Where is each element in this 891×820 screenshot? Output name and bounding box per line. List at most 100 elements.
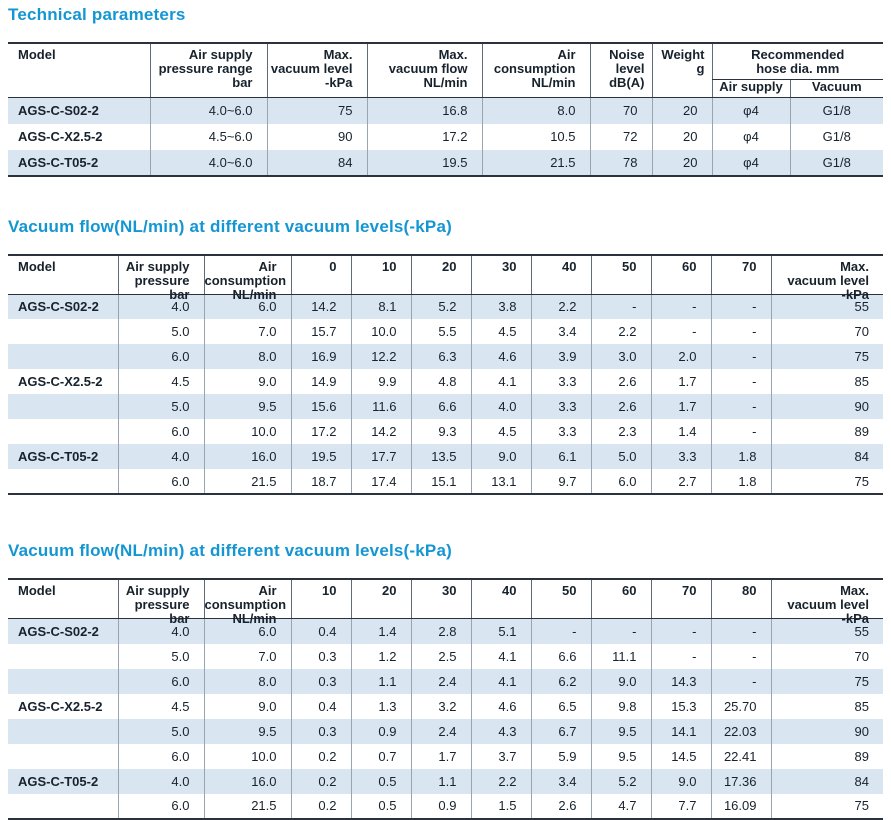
flow-value-cell: 5.9 bbox=[530, 743, 591, 769]
air-consumption-cell: 10.0 bbox=[203, 743, 291, 769]
flow-value-cell: 1.4 bbox=[650, 419, 711, 444]
air-supply-pressure-cell: 6.0 bbox=[117, 419, 204, 444]
air-supply-pressure-cell: 6.0 bbox=[117, 469, 204, 494]
col-header-level-40: 40 bbox=[470, 579, 531, 619]
table-row: AGS-C-S02-2 4.0 6.0 14.2 8.1 5.2 3.8 2.2- - -55 bbox=[8, 294, 883, 319]
flow-value-cell: 3.4 bbox=[530, 319, 591, 344]
flow-value-cell: 6.7 bbox=[530, 718, 591, 744]
air-supply-pressure-cell: 4.0 bbox=[117, 444, 204, 469]
air-supply-pressure-cell: 5.0 bbox=[117, 718, 204, 744]
flow-value-cell: - bbox=[710, 319, 771, 344]
air-consumption-cell: 16.0 bbox=[203, 444, 291, 469]
pressure-range-cell: 4.5~6.0 bbox=[149, 123, 267, 150]
max-vacuum-level-cell: 84 bbox=[266, 149, 367, 176]
flow-value-cell: 7.7 bbox=[650, 793, 711, 819]
flow-value-cell: 4.0 bbox=[470, 394, 531, 419]
col-header-air-consumption: Air consumption NL/min bbox=[481, 43, 590, 98]
max-vacuum-level-cell: 90 bbox=[266, 123, 367, 150]
flow-value-cell: 19.5 bbox=[290, 444, 351, 469]
col-header-level-10: 10 bbox=[290, 579, 351, 619]
col-header-max-vacuum-level: Max. vacuum level -kPa bbox=[266, 43, 367, 98]
flow-value-cell: 15.6 bbox=[290, 394, 351, 419]
flow-value-cell: 9.5 bbox=[590, 718, 651, 744]
flow-value-cell: 9.8 bbox=[590, 693, 651, 719]
max-vacuum-level-cell: 55 bbox=[770, 294, 883, 319]
flow-value-cell: 0.9 bbox=[410, 793, 471, 819]
flow-value-cell: 11.1 bbox=[590, 643, 651, 669]
flow-value-cell: 2.4 bbox=[410, 668, 471, 694]
col-header-level-0: 0 bbox=[290, 254, 351, 295]
flow-value-cell: 14.2 bbox=[290, 294, 351, 319]
header-label: Max. vacuum level -kPa bbox=[787, 583, 869, 626]
flow-value-cell: 4.7 bbox=[590, 793, 651, 819]
air-consumption-cell: 8.0 bbox=[203, 344, 291, 369]
flow-value-cell: 3.8 bbox=[470, 294, 531, 319]
max-vacuum-level-cell: 75 bbox=[770, 793, 883, 819]
flow-value-cell: 15.1 bbox=[410, 469, 471, 494]
max-vacuum-flow-cell: 19.5 bbox=[366, 149, 482, 176]
table-row: 6.0 10.0 0.2 0.7 1.7 3.7 5.9 9.5 14.5 22.41 89 bbox=[8, 743, 883, 769]
hose-vacuum-cell: G1/8 bbox=[789, 149, 884, 176]
section-vacuum-flow-1: Vacuum flow(NL/min) at different vacuum … bbox=[8, 217, 883, 495]
weight-cell: 20 bbox=[651, 97, 712, 124]
table-row: 6.0 10.0 17.2 14.2 9.3 4.5 3.3 2.3 1.4-89 bbox=[8, 419, 883, 444]
flow-value-cell: 0.4 bbox=[290, 618, 351, 644]
header-label: Air consumption NL/min bbox=[204, 583, 287, 626]
air-supply-pressure-cell: 5.0 bbox=[117, 394, 204, 419]
flow-value-cell: 3.7 bbox=[470, 743, 531, 769]
model-cell bbox=[8, 794, 118, 819]
flow-value-cell: 25.70 bbox=[710, 693, 771, 719]
col-header-level-30: 30 bbox=[470, 254, 531, 295]
max-vacuum-level-cell: 75 bbox=[266, 97, 367, 124]
flow-value-cell: - bbox=[590, 294, 651, 319]
flow-value-cell: 8.1 bbox=[350, 294, 411, 319]
flow-value-cell: - bbox=[650, 294, 711, 319]
model-cell bbox=[8, 419, 118, 444]
max-vacuum-level-cell: 85 bbox=[770, 369, 883, 394]
flow-value-cell: 3.3 bbox=[530, 419, 591, 444]
col-header-model: Model bbox=[8, 254, 118, 295]
flow-value-cell: 0.2 bbox=[290, 743, 351, 769]
air-consumption-cell: 6.0 bbox=[203, 618, 291, 644]
flow-value-cell: 4.5 bbox=[470, 419, 531, 444]
flow-value-cell: 6.0 bbox=[590, 469, 651, 494]
max-vacuum-flow-cell: 17.2 bbox=[366, 123, 482, 150]
table-row: AGS-C-S02-2 4.0~6.0 75 16.8 8.0 70 20 φ4 G1/8 bbox=[8, 97, 884, 124]
max-vacuum-level-cell: 85 bbox=[770, 693, 883, 719]
col-header-weight: Weight g bbox=[651, 43, 712, 98]
flow-value-cell: 9.0 bbox=[470, 444, 531, 469]
air-consumption-cell: 8.0 bbox=[203, 668, 291, 694]
flow-value-cell: 0.4 bbox=[290, 693, 351, 719]
model-cell: AGS-C-X2.5-2 bbox=[18, 374, 103, 389]
table-body: AGS-C-S02-2 4.0 6.0 14.2 8.1 5.2 3.8 2.2- - -55 5.… bbox=[8, 294, 883, 494]
weight-cell: 20 bbox=[651, 149, 712, 176]
flow-value-cell: - bbox=[710, 618, 771, 644]
col-header-level-70: 70 bbox=[650, 579, 711, 619]
model-cell bbox=[8, 719, 118, 744]
col-header-air-supply-pressure-range: Air supply pressure range bar bbox=[149, 43, 267, 98]
col-header-air-supply-pressure: Air supply pressure bar bbox=[117, 254, 204, 301]
col-header-model: Model bbox=[8, 579, 118, 619]
max-vacuum-level-cell: 84 bbox=[770, 768, 883, 794]
col-header-level-20: 20 bbox=[350, 579, 411, 619]
air-consumption-cell: 9.5 bbox=[203, 394, 291, 419]
header-row: Model Air supply pressure bar Air consum… bbox=[8, 254, 883, 301]
table-row: 5.0 7.0 15.7 10.0 5.5 4.5 3.4 2.2- -70 bbox=[8, 319, 883, 344]
air-consumption-cell: 21.5 bbox=[481, 149, 590, 176]
flow-value-cell: - bbox=[650, 319, 711, 344]
model-cell: AGS-C-T05-2 bbox=[18, 449, 99, 464]
flow-value-cell: 2.6 bbox=[590, 369, 651, 394]
flow-value-cell: 9.5 bbox=[590, 743, 651, 769]
flow-value-cell: 17.36 bbox=[710, 768, 771, 794]
air-consumption-cell: 7.0 bbox=[203, 643, 291, 669]
flow-value-cell: - bbox=[650, 618, 711, 644]
flow-value-cell: 2.6 bbox=[590, 394, 651, 419]
flow-value-cell: 10.0 bbox=[350, 319, 411, 344]
flow-value-cell: 2.0 bbox=[650, 344, 711, 369]
flow-value-cell: 5.5 bbox=[410, 319, 471, 344]
flow-value-cell: 1.5 bbox=[470, 793, 531, 819]
section-vacuum-flow-2: Vacuum flow(NL/min) at different vacuum … bbox=[8, 541, 883, 820]
flow-value-cell: 22.03 bbox=[710, 718, 771, 744]
flow-value-cell: 13.1 bbox=[470, 469, 531, 494]
hose-air-supply-cell: φ4 bbox=[711, 123, 790, 150]
